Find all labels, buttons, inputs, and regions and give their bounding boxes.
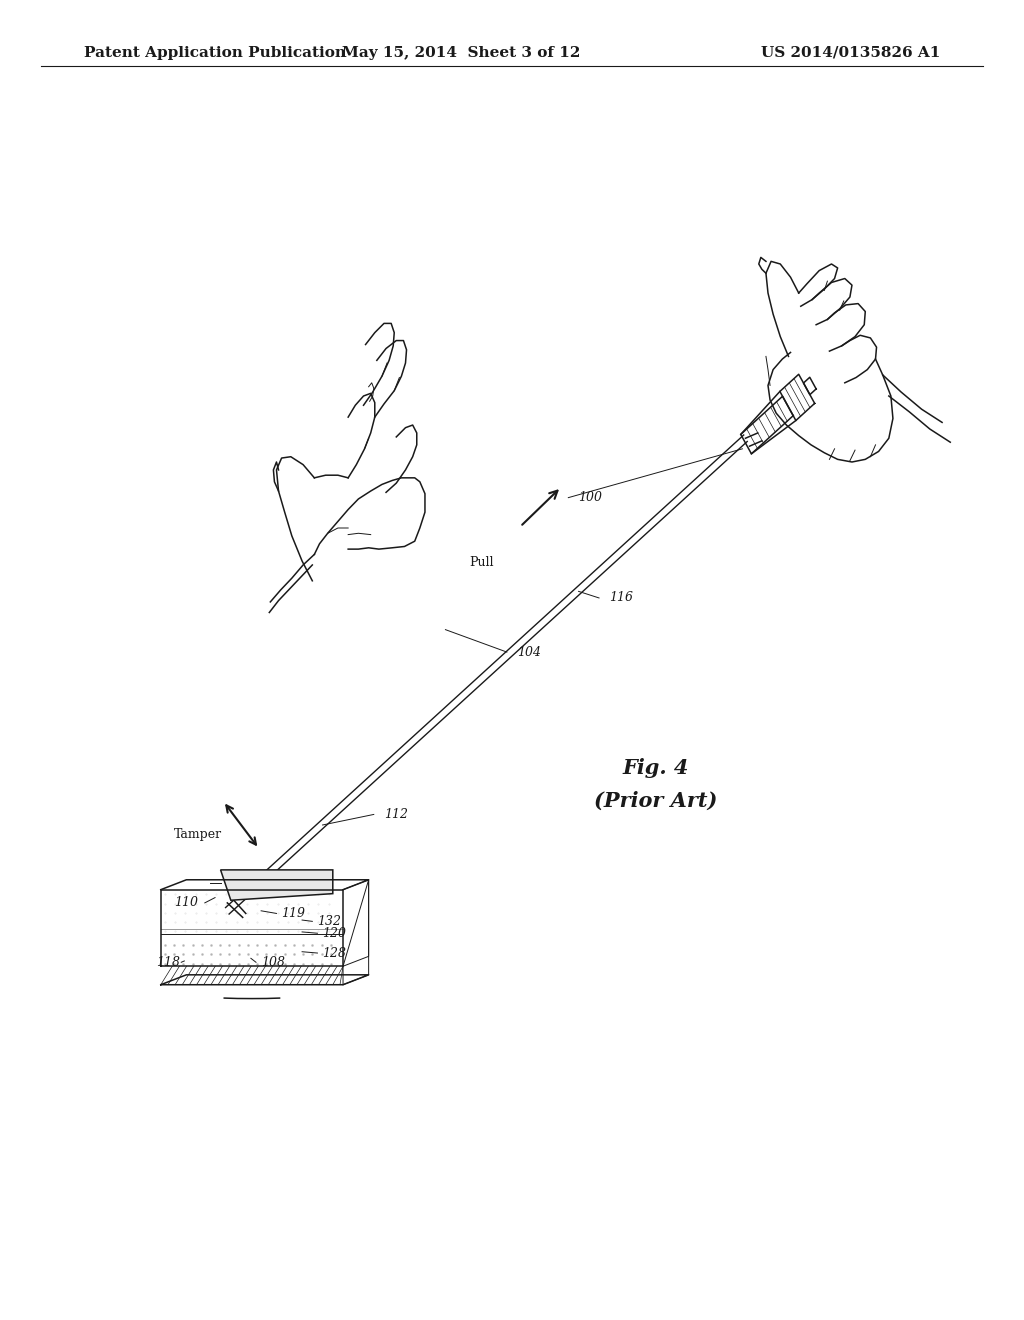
Text: 119: 119 (282, 907, 305, 920)
Text: 112: 112 (384, 808, 408, 821)
Text: 120: 120 (323, 927, 346, 940)
Text: Pull: Pull (469, 556, 494, 569)
Text: 128: 128 (323, 946, 346, 960)
Text: Patent Application Publication: Patent Application Publication (84, 46, 346, 59)
Text: US 2014/0135826 A1: US 2014/0135826 A1 (761, 46, 940, 59)
Text: Tamper: Tamper (174, 828, 221, 841)
Text: 108: 108 (261, 956, 285, 969)
Text: 118: 118 (156, 956, 179, 969)
Text: (Prior Art): (Prior Art) (594, 791, 717, 812)
Polygon shape (220, 870, 333, 900)
Text: 132: 132 (317, 915, 341, 928)
Text: 110: 110 (174, 896, 198, 909)
Text: Fig. 4: Fig. 4 (623, 758, 688, 779)
Text: 104: 104 (517, 645, 541, 659)
Text: 116: 116 (609, 591, 633, 605)
Text: May 15, 2014  Sheet 3 of 12: May 15, 2014 Sheet 3 of 12 (342, 46, 580, 59)
Text: 100: 100 (579, 491, 602, 504)
